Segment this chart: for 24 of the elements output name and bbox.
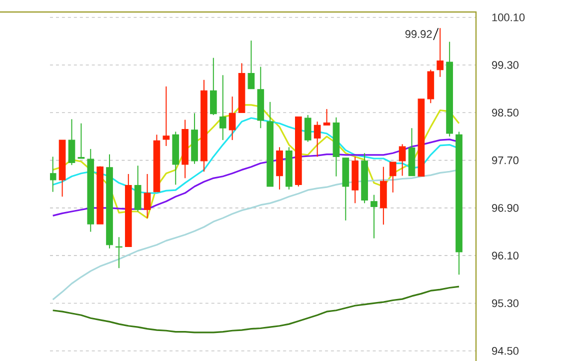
y-tick-label: 98.50 bbox=[492, 108, 519, 117]
y-tick-label: 100.10 bbox=[492, 13, 525, 22]
y-tick-label: 99.30 bbox=[492, 61, 519, 69]
candlestick bbox=[219, 74, 226, 141]
candlestick bbox=[228, 96, 236, 141]
candlestick bbox=[370, 194, 378, 239]
y-tick-label: 96.10 bbox=[492, 252, 519, 260]
candlestick bbox=[389, 162, 396, 193]
candlestick bbox=[398, 144, 406, 176]
candlestick bbox=[116, 236, 122, 269]
y-tick-label: 94.50 bbox=[492, 347, 519, 355]
candlestick bbox=[68, 118, 76, 166]
y-tick-label: 97.70 bbox=[492, 156, 519, 164]
candlestick bbox=[210, 57, 217, 116]
candlestick bbox=[144, 173, 151, 219]
annotation: 99.92 bbox=[405, 30, 432, 38]
candlestick bbox=[304, 114, 312, 142]
candlestick bbox=[162, 86, 170, 146]
y-tick-label: 95.30 bbox=[492, 299, 519, 308]
y-tick-label: 96.90 bbox=[492, 204, 519, 212]
candlestick bbox=[248, 40, 255, 90]
candlestick bbox=[314, 121, 321, 158]
candlestick bbox=[78, 122, 85, 160]
candlestick bbox=[323, 108, 330, 126]
